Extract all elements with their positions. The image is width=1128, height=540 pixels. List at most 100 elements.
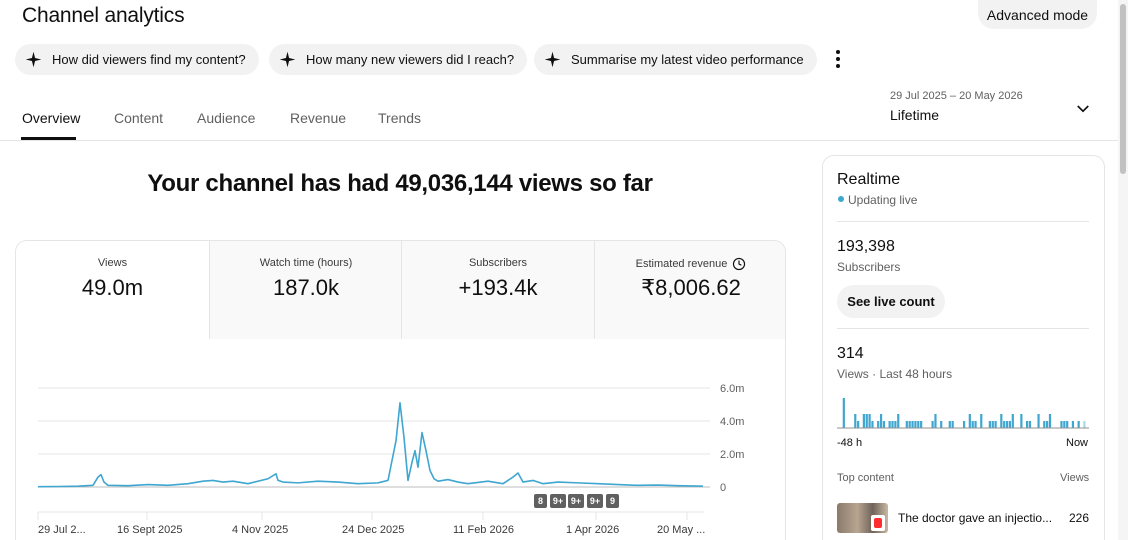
y-tick-label: 2.0m	[720, 449, 744, 461]
views-series-line[interactable]	[37, 402, 704, 488]
realtime-bar[interactable]	[994, 421, 997, 428]
realtime-bar[interactable]	[917, 421, 920, 428]
tab-overview[interactable]: Overview	[22, 110, 81, 126]
subscriber-count: 193,398	[837, 238, 895, 255]
realtime-bar[interactable]	[1046, 421, 1049, 428]
realtime-bar[interactable]	[1037, 414, 1040, 428]
video-published-badge[interactable]: 8	[534, 494, 547, 508]
realtime-bar[interactable]	[1071, 421, 1075, 428]
tab-revenue[interactable]: Revenue	[290, 110, 347, 126]
realtime-bar[interactable]	[920, 421, 923, 428]
video-published-badge[interactable]: 9	[606, 494, 619, 508]
realtime-bar[interactable]	[1011, 414, 1014, 428]
realtime-bar[interactable]	[868, 414, 871, 428]
advanced-mode-button[interactable]: Advanced mode	[978, 0, 1097, 29]
metric-label: Subscribers	[468, 257, 528, 269]
metric-watch-time[interactable]: Watch time (hours) 187.0k	[209, 241, 402, 339]
clock-icon	[733, 257, 746, 271]
realtime-bar[interactable]	[1060, 421, 1063, 428]
chip-summarise-latest[interactable]: Summarise my latest video performance	[534, 44, 817, 75]
realtime-bar[interactable]	[1028, 421, 1032, 428]
realtime-bar[interactable]	[842, 398, 845, 428]
metric-subscribers[interactable]: Subscribers +193.4k	[401, 241, 594, 339]
realtime-bar[interactable]	[1008, 421, 1012, 428]
realtime-bar[interactable]	[894, 421, 897, 428]
realtime-bar[interactable]	[931, 421, 934, 428]
realtime-bar[interactable]	[991, 421, 994, 428]
realtime-bar[interactable]	[857, 421, 860, 428]
shorts-logo-icon	[874, 518, 882, 528]
divider	[837, 328, 1089, 329]
realtime-bar[interactable]	[1048, 414, 1052, 428]
realtime-bar[interactable]	[914, 421, 917, 428]
metric-value: ₹8,006.62	[641, 275, 741, 300]
top-content-title[interactable]: The doctor gave an injectio...	[898, 511, 1053, 525]
tab-audience[interactable]: Audience	[197, 110, 256, 126]
scrollbar-track[interactable]	[1118, 0, 1128, 540]
mini-chart-start-label: -48 h	[837, 437, 863, 449]
realtime-bar[interactable]	[934, 414, 937, 428]
views-headline: Your channel has had 49,036,144 views so…	[147, 170, 653, 197]
realtime-bar[interactable]	[1043, 421, 1046, 428]
realtime-bar[interactable]	[862, 414, 865, 428]
realtime-bar[interactable]	[968, 414, 971, 428]
realtime-bar-chart[interactable]	[837, 392, 1089, 430]
realtime-bar[interactable]	[877, 421, 880, 428]
realtime-bar[interactable]	[940, 421, 943, 428]
realtime-bar[interactable]	[1026, 421, 1029, 428]
chevron-down-icon[interactable]	[1074, 100, 1092, 118]
realtime-bar[interactable]	[1020, 414, 1023, 428]
realtime-bar[interactable]	[1083, 421, 1086, 428]
realtime-bar[interactable]	[854, 414, 857, 428]
chip-label: How many new viewers did I reach?	[306, 52, 515, 67]
metric-value: 49.0m	[81, 275, 144, 300]
tab-content[interactable]: Content	[114, 110, 164, 126]
realtime-bar[interactable]	[865, 414, 868, 428]
realtime-bar[interactable]	[905, 421, 908, 428]
realtime-bar[interactable]	[879, 414, 883, 428]
see-live-count-button[interactable]: See live count	[837, 285, 945, 318]
top-content-views: 226	[1069, 511, 1090, 525]
video-published-badge[interactable]: 9+	[587, 494, 603, 508]
realtime-bar[interactable]	[948, 421, 951, 428]
metric-revenue[interactable]: Estimated revenue ₹8,006.62	[594, 241, 785, 339]
realtime-bar[interactable]	[1000, 414, 1003, 428]
realtime-bar[interactable]	[888, 421, 891, 428]
y-tick-label: 0	[720, 482, 726, 494]
views-chart[interactable]: 6.0m 4.0m 2.0m 0 29 Jul 2... 16 Sept 2025 4 No…	[0, 330, 780, 540]
tab-trends[interactable]: Trends	[378, 110, 422, 126]
realtime-bar[interactable]	[974, 421, 977, 428]
realtime-bar[interactable]	[908, 421, 911, 428]
realtime-bar[interactable]	[891, 421, 894, 428]
realtime-card	[822, 155, 1105, 540]
metric-views[interactable]: Views 49.0m	[16, 241, 209, 339]
realtime-bar[interactable]	[871, 421, 874, 428]
metric-label: Views	[97, 257, 128, 269]
realtime-bar[interactable]	[1063, 421, 1066, 428]
realtime-bar[interactable]	[971, 421, 974, 428]
sparkle-icon	[279, 51, 296, 68]
tabs-bar	[0, 76, 1118, 141]
stats-card: Views 49.0m Watch time (hours) 187.0k Su…	[15, 240, 786, 540]
chip-how-viewers-find[interactable]: How did viewers find my content?	[15, 44, 259, 75]
date-period-label[interactable]: Lifetime	[890, 107, 940, 123]
date-range[interactable]: 29 Jul 2025 – 20 May 2026	[890, 90, 1023, 102]
realtime-bar[interactable]	[988, 421, 991, 428]
scrollbar-thumb[interactable]	[1120, 4, 1126, 174]
realtime-bar[interactable]	[911, 421, 914, 428]
more-options-icon[interactable]	[830, 48, 846, 70]
realtime-bar[interactable]	[1003, 421, 1006, 428]
realtime-bar[interactable]	[980, 414, 983, 428]
realtime-bar[interactable]	[1077, 421, 1080, 428]
realtime-bar[interactable]	[897, 414, 900, 428]
realtime-bar[interactable]	[1066, 421, 1069, 428]
chip-new-viewers[interactable]: How many new viewers did I reach?	[269, 44, 528, 75]
metric-value: +193.4k	[458, 275, 538, 300]
realtime-bar[interactable]	[963, 421, 966, 428]
sparkle-icon	[544, 51, 561, 68]
video-published-badge[interactable]: 9+	[550, 494, 566, 508]
realtime-bar[interactable]	[951, 421, 954, 428]
realtime-bar[interactable]	[1005, 421, 1009, 428]
video-published-badge[interactable]: 9+	[568, 494, 584, 508]
realtime-bar[interactable]	[882, 421, 886, 428]
